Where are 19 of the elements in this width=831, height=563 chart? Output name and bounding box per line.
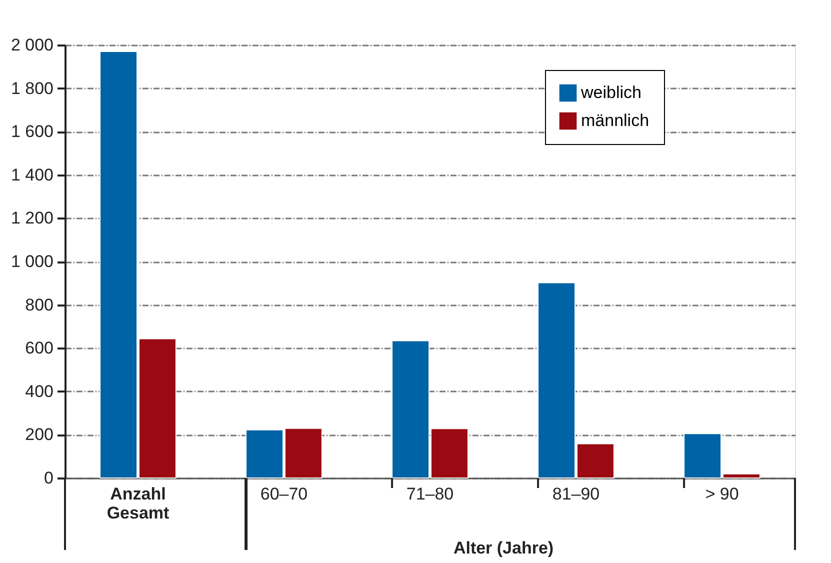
- x-tick-label: Anzahl Gesamt: [106, 484, 170, 522]
- legend-label: weiblich: [580, 83, 642, 102]
- y-tick-label: 600: [25, 338, 54, 358]
- y-tick-label: 1 000: [10, 252, 54, 271]
- x-tick-label: 81–90: [552, 484, 600, 504]
- y-tick-label: 1 200: [10, 208, 54, 228]
- x-tick-label: 60–70: [260, 484, 308, 504]
- y-tick-label: 400: [25, 382, 54, 401]
- x-tick-label: 71–80: [406, 484, 454, 504]
- y-tick-label: 1 600: [10, 122, 54, 142]
- y-tick-label: 0: [44, 468, 54, 488]
- y-tick-label: 2 000: [10, 36, 54, 54]
- x-axis-title: Alter (Jahre): [453, 538, 554, 558]
- y-tick-label: 1 800: [10, 78, 54, 98]
- legend-label: männlich: [581, 111, 650, 130]
- x-tick-label: > 90: [705, 484, 739, 504]
- y-tick-label: 200: [25, 425, 54, 444]
- y-tick-label: 1 400: [10, 165, 54, 184]
- y-tick-label: 800: [25, 295, 54, 314]
